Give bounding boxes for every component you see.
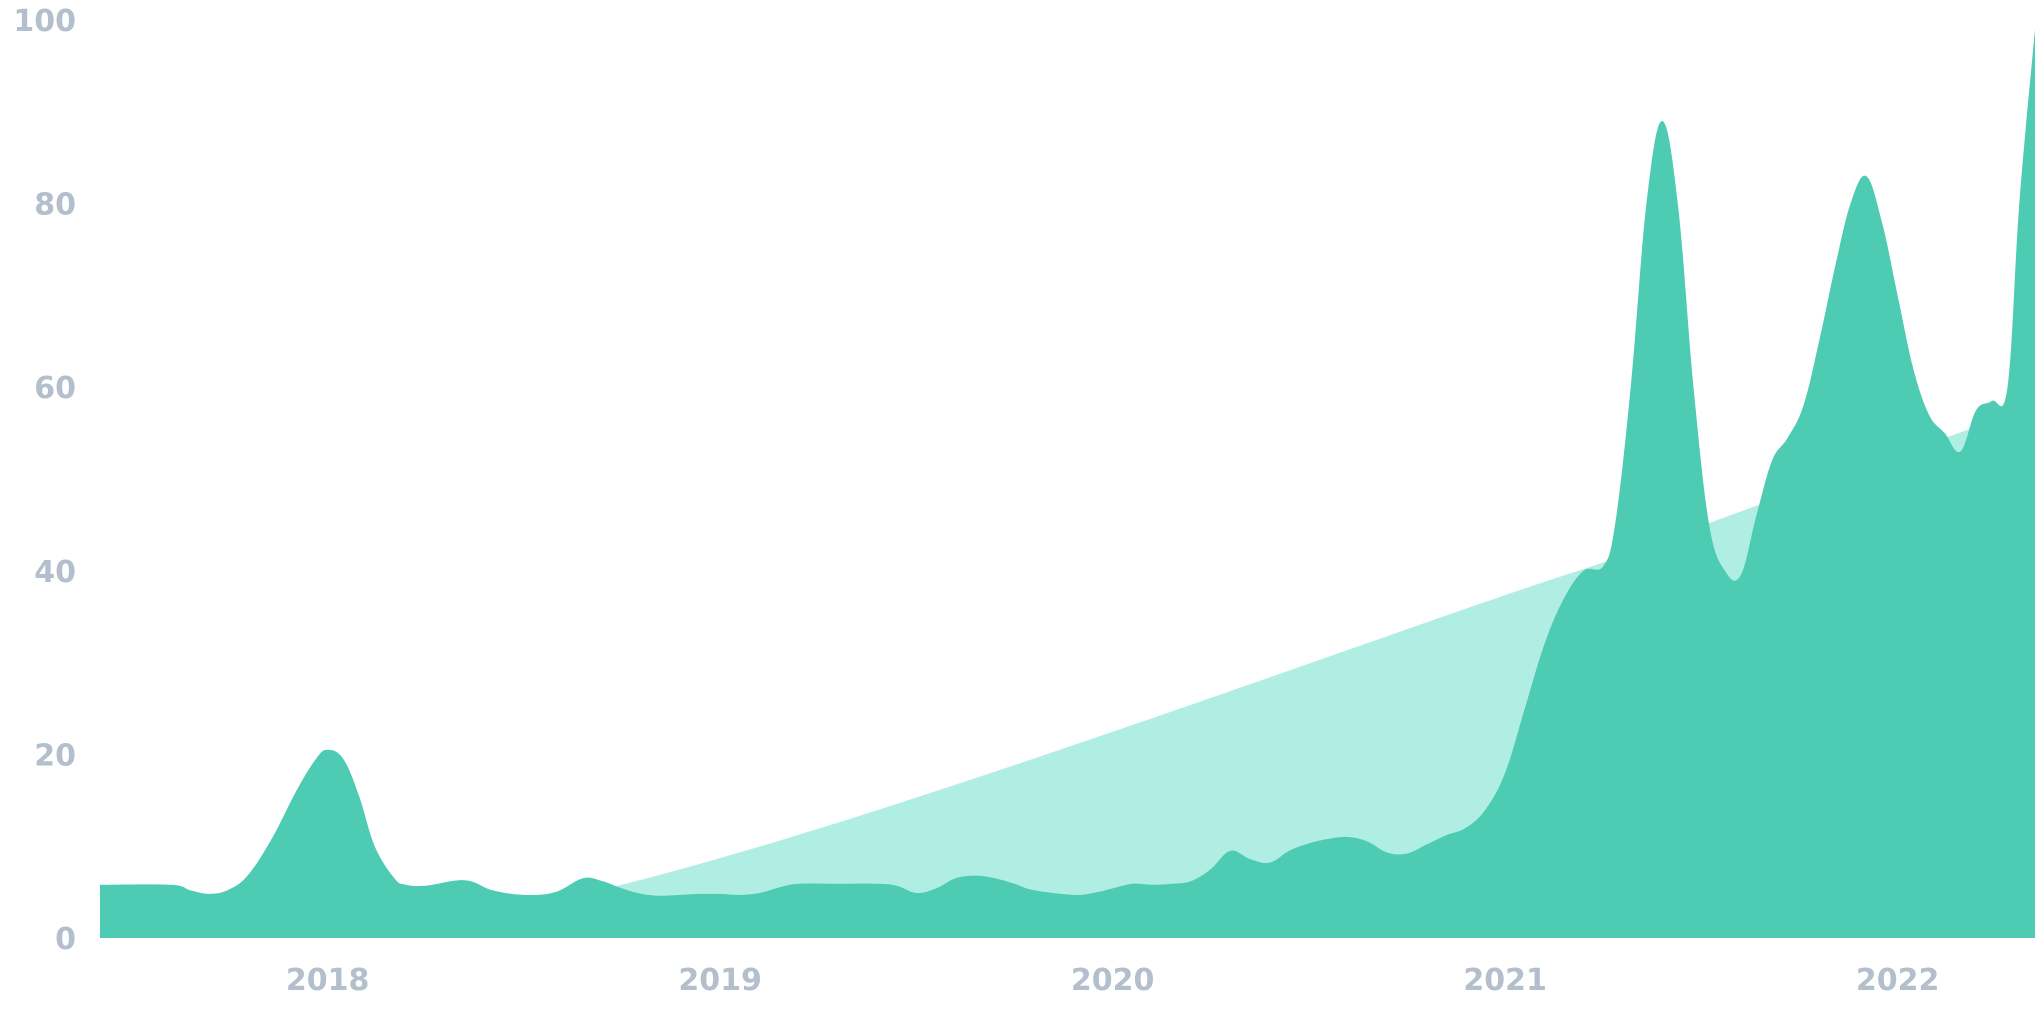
x-axis: 2018 2019 2020 2021 2022 (286, 963, 1939, 998)
y-tick-label: 60 (34, 371, 76, 406)
plot-area (100, 29, 2035, 939)
x-tick-label: 2022 (1856, 963, 1940, 998)
y-tick-label: 0 (55, 922, 76, 957)
x-tick-label: 2018 (286, 963, 370, 998)
x-tick-label: 2019 (678, 963, 762, 998)
y-tick-label: 40 (34, 555, 76, 590)
y-tick-label: 20 (34, 738, 76, 773)
y-axis: 0 20 40 60 80 100 (13, 4, 76, 957)
x-tick-label: 2020 (1071, 963, 1155, 998)
y-tick-label: 80 (34, 188, 76, 223)
x-tick-label: 2021 (1463, 963, 1547, 998)
main-area (100, 29, 2035, 938)
y-tick-label: 100 (13, 4, 76, 39)
